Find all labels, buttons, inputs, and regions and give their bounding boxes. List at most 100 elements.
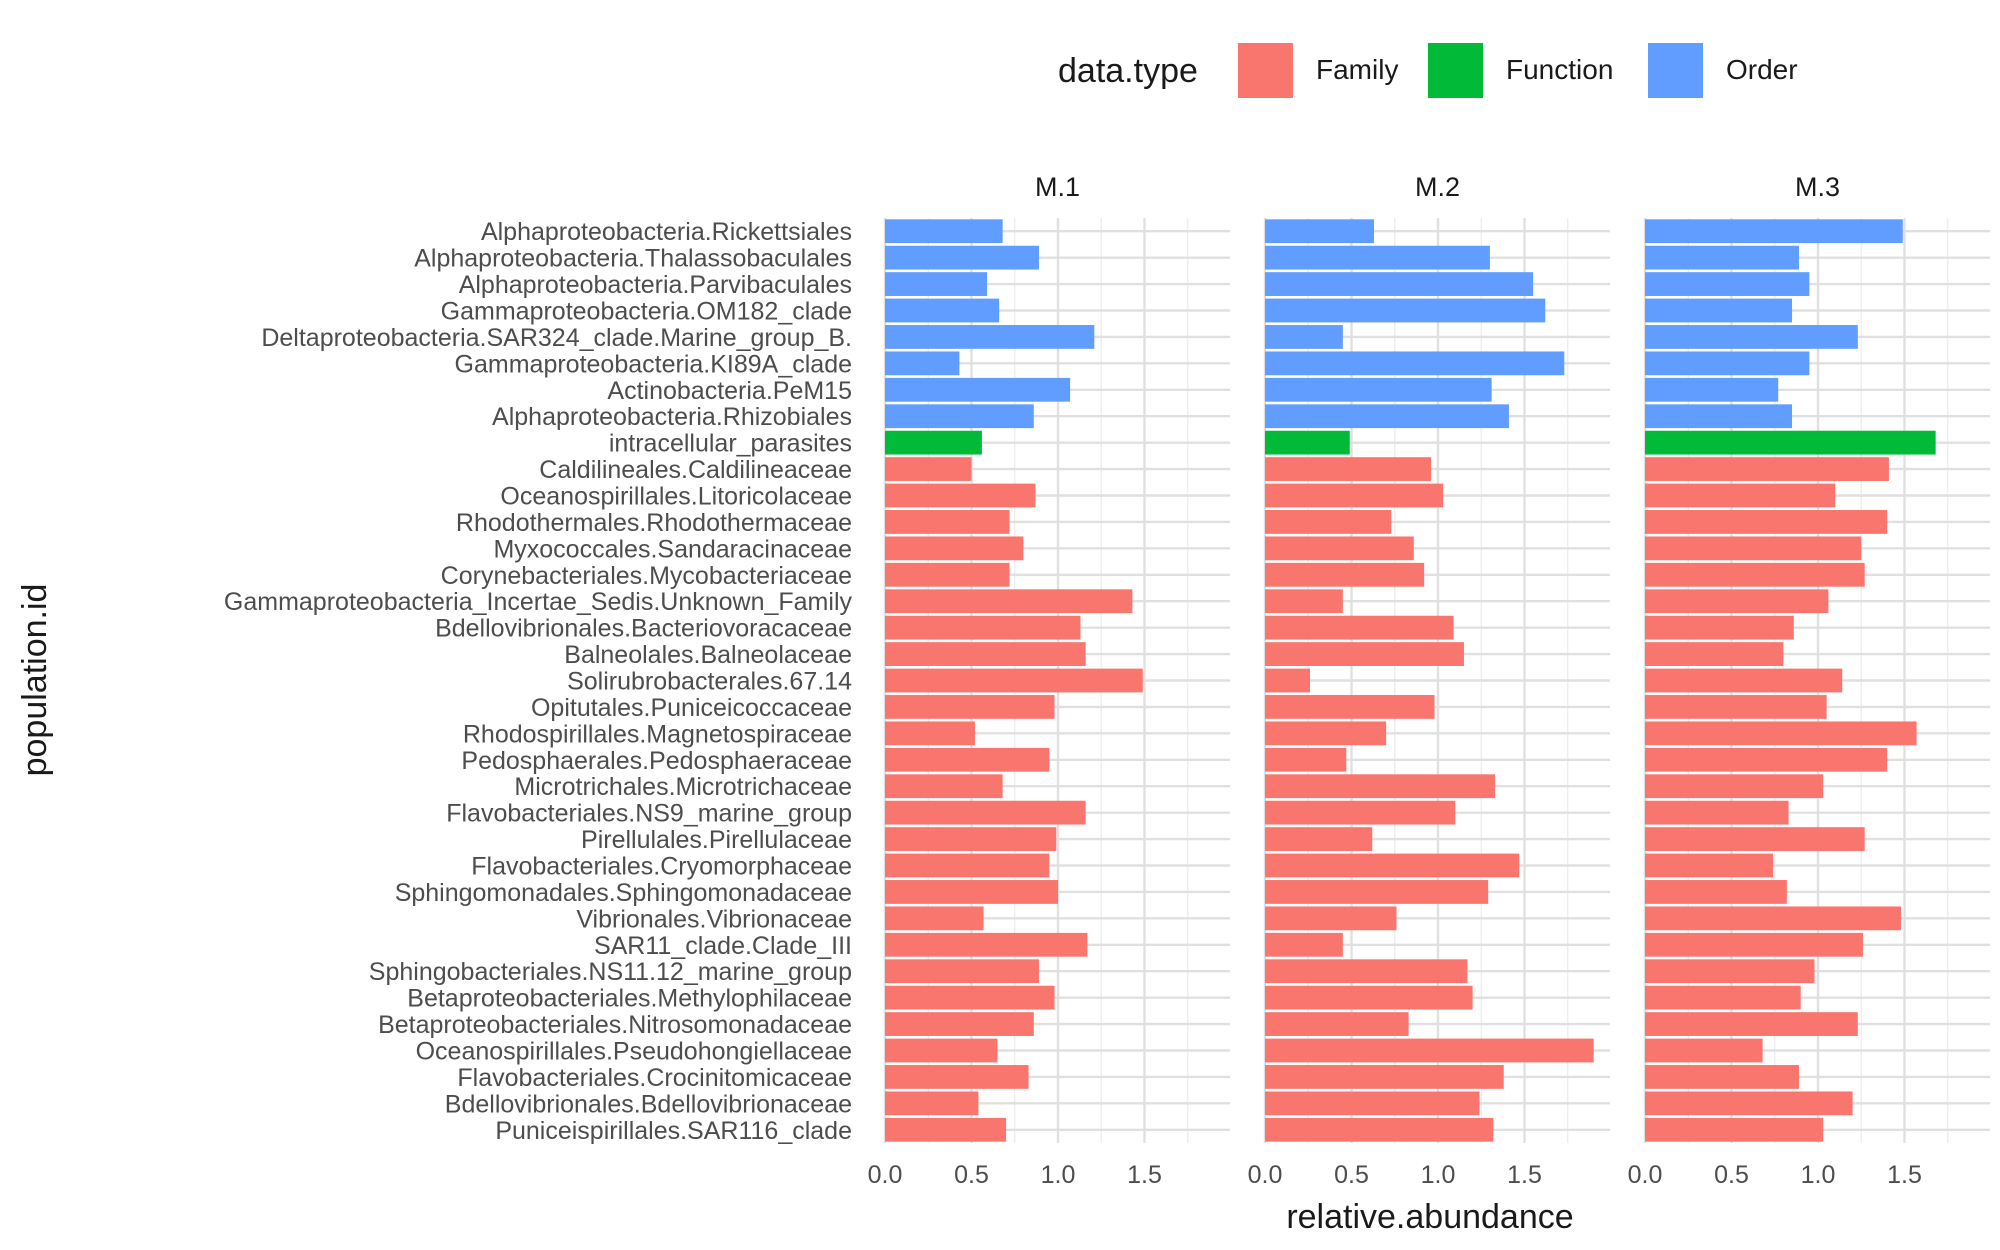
y-tick-label: Bdellovibrionales.Bacteriovoracaceae [435, 615, 852, 643]
y-tick-label: Alphaproteobacteria.Rhizobiales [492, 403, 852, 431]
x-tick-label: 1.0 [1421, 1161, 1456, 1189]
bar [1645, 536, 1862, 561]
bar [1645, 853, 1774, 878]
bar [1265, 800, 1456, 825]
y-tick-label: Balneolales.Balneolaceae [564, 641, 852, 669]
bar [1265, 536, 1414, 561]
text-layer: M.1 0.0 0.5 1.0 1.5 M.2 0.0 0.5 1.0 1.5 M.3 0.0 0.5 1… [16, 172, 1922, 1236]
legend-swatch [1238, 43, 1293, 98]
bar [1645, 1012, 1858, 1036]
y-tick-label: Actinobacteria.PeM15 [607, 377, 852, 405]
bar [885, 827, 1057, 851]
bar [1265, 774, 1496, 799]
legend-label: Family [1316, 54, 1398, 85]
bar [885, 245, 1039, 270]
bar [885, 1065, 1029, 1089]
legend-title: data.type [1058, 52, 1198, 90]
y-tick-label: Flavobacteriales.Crocinitomicaceae [457, 1064, 852, 1092]
bar [1645, 483, 1836, 508]
bar [1265, 827, 1373, 851]
bar [885, 510, 1010, 534]
bar [885, 351, 960, 376]
bar [1265, 219, 1374, 244]
bar [1265, 430, 1350, 455]
y-tick-label: Caldilineales.Caldilineaceae [539, 456, 852, 484]
bar [1265, 325, 1343, 349]
x-tick-label: 0.0 [868, 1161, 903, 1189]
bar [1645, 1065, 1799, 1089]
legend-swatch [1648, 43, 1703, 98]
x-tick-label: 1.5 [1507, 1161, 1542, 1189]
bar [885, 747, 1050, 772]
bar [1265, 377, 1492, 402]
y-tick-label: Rhodospirillales.Magnetospiraceae [463, 720, 852, 748]
x-tick-label: 0.5 [954, 1161, 989, 1189]
bar [885, 853, 1050, 878]
y-tick-label: Sphingobacteriales.NS11.12_marine_group [369, 958, 852, 986]
bar [1645, 430, 1936, 455]
bar [885, 800, 1086, 825]
bar [885, 272, 988, 296]
bars-layer [885, 219, 1936, 1142]
y-tick-label: Rhodothermales.Rhodothermaceae [456, 509, 852, 537]
bar [1265, 245, 1490, 270]
bar [885, 695, 1055, 719]
bar [885, 1117, 1007, 1142]
bar [885, 985, 1055, 1010]
y-tick-label: Pedosphaerales.Pedosphaeraceae [461, 747, 852, 775]
bar [1645, 906, 1902, 931]
y-tick-label: Betaproteobacteriales.Methylophilaceae [407, 985, 852, 1013]
bar [885, 298, 1000, 323]
bar [885, 325, 1095, 349]
bar [1265, 1117, 1494, 1142]
legend-label: Function [1506, 54, 1613, 85]
bar [1645, 747, 1888, 772]
bar [885, 642, 1086, 666]
x-tick-label: 1.0 [1041, 1161, 1076, 1189]
bar [1645, 932, 1863, 957]
bar [1265, 510, 1392, 534]
bar [1645, 827, 1865, 851]
bar [885, 457, 972, 481]
bar [1265, 880, 1489, 904]
y-tick-label: Gammaproteobacteria.OM182_clade [441, 298, 852, 326]
bar [885, 959, 1039, 984]
panel-title: M.3 [1795, 172, 1840, 202]
bar [1265, 721, 1387, 746]
y-tick-label: Pirellulales.Pirellulaceae [581, 826, 852, 854]
y-tick-label: Solirubrobacterales.67.14 [567, 668, 852, 696]
bar [1645, 589, 1829, 614]
bar [1645, 1117, 1824, 1142]
y-tick-label: Deltaproteobacteria.SAR324_clade.Marine_… [261, 324, 852, 352]
y-tick-label: intracellular_parasites [609, 430, 852, 458]
bar [885, 880, 1058, 904]
bar [1645, 377, 1779, 402]
y-tick-label: Oceanospirillales.Litoricolaceae [500, 483, 852, 511]
bar [885, 483, 1036, 508]
bar [885, 1038, 998, 1063]
y-tick-label: Gammaproteobacteria.KI89A_clade [455, 350, 852, 378]
bar [1265, 959, 1468, 984]
bar [1645, 642, 1784, 666]
bar [1645, 510, 1888, 534]
y-tick-label: Alphaproteobacteria.Rickettsiales [481, 218, 852, 246]
bar [885, 906, 984, 931]
y-tick-label: Bdellovibrionales.Bdellovibrionaceae [445, 1090, 852, 1118]
legend-swatch [1428, 43, 1483, 98]
bar [1265, 695, 1435, 719]
y-tick-label: Alphaproteobacteria.Parvibaculales [459, 271, 852, 299]
y-tick-label: Microtrichales.Microtrichaceae [514, 773, 852, 801]
y-tick-label: Alphaproteobacteria.Thalassobaculales [414, 245, 852, 273]
bar [1265, 906, 1397, 931]
bar [1645, 615, 1794, 640]
bar [1265, 562, 1425, 587]
bar [885, 668, 1143, 693]
bar [1265, 668, 1310, 693]
bar [885, 562, 1010, 587]
bar [1265, 1091, 1480, 1116]
bar [1645, 219, 1903, 244]
x-tick-label: 0.0 [1248, 1161, 1283, 1189]
bar [1645, 985, 1801, 1010]
bar [885, 404, 1034, 429]
bar [1645, 880, 1787, 904]
